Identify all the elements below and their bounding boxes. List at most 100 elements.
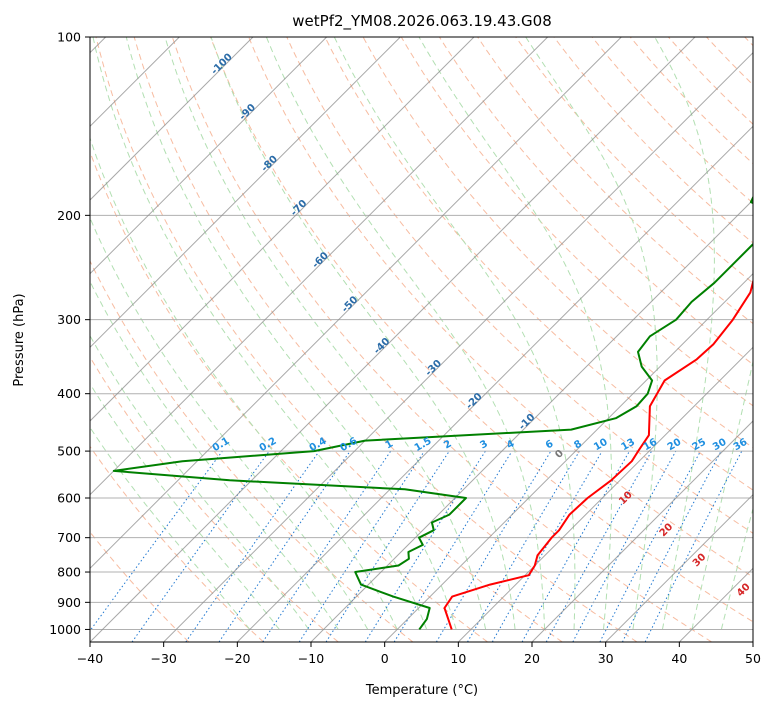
- y-tick-label: 300: [57, 312, 81, 327]
- dry-adiabat-label: -80: [259, 154, 280, 175]
- dry-adiabat-label: -50: [340, 294, 361, 315]
- moist-adiabat: [90, 382, 280, 630]
- mixing-ratio-label: 3: [478, 438, 490, 451]
- dry-adiabat: [668, 37, 753, 125]
- dry-adiabat: [90, 356, 339, 642]
- dry-adiabat: [90, 150, 488, 642]
- x-tick-label: 40: [671, 651, 687, 666]
- moist-adiabat: [654, 37, 715, 630]
- dry-adiabat: [171, 37, 712, 642]
- mixing-ratio-line: [545, 450, 653, 642]
- dry-adiabat: [90, 531, 190, 642]
- y-tick-label: 700: [57, 530, 81, 545]
- x-tick-label: −10: [298, 651, 324, 666]
- moist-adiabat: [525, 37, 658, 630]
- isotherm-line: [752, 641, 753, 642]
- dry-adiabat-label: -30: [423, 358, 444, 379]
- y-tick-label: 100: [57, 30, 81, 45]
- moist-adiabat-label: 20: [658, 521, 676, 539]
- moist-adiabat-label: 10: [617, 489, 635, 507]
- moist-adiabat: [720, 507, 753, 630]
- x-tick-label: −40: [77, 651, 103, 666]
- isotherm-line: [90, 37, 696, 642]
- moist-adiabat: [691, 358, 753, 630]
- x-tick-label: 30: [598, 651, 614, 666]
- moist-adiabat: [164, 37, 487, 630]
- mixing-ratio-line: [325, 450, 450, 642]
- x-tick-label: −30: [150, 651, 176, 666]
- mixing-ratio-label: 8: [572, 438, 584, 451]
- y-tick-label: 1000: [49, 622, 81, 637]
- x-axis-label: Temperature (°C): [365, 683, 478, 698]
- isotherm-line: [90, 37, 622, 570]
- mixing-ratio-label: 6: [544, 438, 556, 451]
- x-tick-label: 50: [745, 651, 761, 666]
- plot-area: -100-90-80-70-60-50-40-30-20-100.1 0.2 0.4…: [90, 37, 753, 642]
- dry-adiabat-label: -100: [209, 52, 235, 78]
- isotherm-line: [605, 493, 753, 642]
- moist-adiabat: [90, 426, 251, 630]
- dry-adiabat: [90, 445, 264, 642]
- moist-adiabat: [333, 37, 576, 630]
- dry-adiabat: [210, 37, 753, 623]
- mixing-ratio-line: [599, 450, 701, 642]
- chart-title: wetPf2_YM08.2026.063.19.43.G08: [292, 12, 551, 31]
- x-tick-label: 20: [524, 651, 540, 666]
- y-tick-label: 600: [57, 491, 81, 506]
- y-tick-label: 200: [57, 208, 81, 223]
- mixing-ratio-line: [90, 450, 223, 632]
- mixing-ratio-line: [393, 450, 513, 642]
- isotherm-line: [457, 346, 753, 642]
- y-axis-label: Pressure (hPa): [12, 293, 27, 386]
- temperature-trace: [443, 278, 753, 630]
- moist-adiabat: [90, 136, 398, 630]
- dry-adiabat: [744, 37, 753, 47]
- mixing-ratio-line: [262, 450, 392, 642]
- isotherm-line: [90, 37, 401, 349]
- dry-adiabat-label: -40: [372, 336, 393, 357]
- dry-adiabat: [286, 37, 753, 534]
- mixing-ratio-label: 2: [442, 438, 454, 451]
- moist-adiabat: [265, 37, 546, 630]
- moist-adiabat: [90, 280, 339, 630]
- isotherm-line: [384, 272, 753, 642]
- y-axis: 100 200 300 400 500 600 700 800 900 1000: [49, 30, 90, 637]
- dry-adiabat: [248, 37, 753, 578]
- x-tick-label: 0: [381, 651, 389, 666]
- dewpoint-trace: [112, 195, 753, 630]
- mixing-ratio-label: 4: [505, 438, 517, 451]
- x-tick-label: −20: [224, 651, 250, 666]
- moist-adiabat: [418, 37, 613, 630]
- dry-adiabat-label: -10: [517, 412, 538, 433]
- isotherm-line: [163, 51, 753, 642]
- isotherm-line: [236, 125, 753, 642]
- dry-adiabat: [591, 37, 753, 204]
- isotherm-line: [310, 199, 753, 642]
- dry-adiabat-label: -90: [237, 102, 258, 123]
- dry-adiabat: [324, 37, 753, 491]
- mixing-ratio-line: [644, 450, 743, 642]
- y-tick-label: 800: [57, 565, 81, 580]
- moist-adiabat: [92, 37, 428, 630]
- dry-adiabat: [95, 37, 563, 642]
- isotherm-line: [678, 567, 753, 642]
- mixing-ratio-line: [131, 450, 270, 642]
- mixing-ratio-line: [364, 450, 486, 642]
- dry-adiabat: [477, 37, 753, 325]
- dry-adiabat: [90, 259, 414, 642]
- moist-adiabat: [125, 37, 457, 630]
- moist-adiabat: [90, 334, 310, 630]
- dry-adiabat-label: -20: [464, 391, 485, 412]
- x-tick-label: 10: [450, 651, 466, 666]
- mixing-ratio-line: [298, 450, 425, 642]
- dry-adiabat: [515, 37, 753, 284]
- y-tick-label: 400: [57, 386, 81, 401]
- moist-adiabat: [90, 216, 369, 630]
- mixing-ratio-line: [521, 450, 630, 642]
- y-tick-label: 900: [57, 595, 81, 610]
- dry-adiabat-label: -60: [310, 250, 331, 271]
- mixing-ratio-label: 1: [384, 438, 396, 451]
- isotherm-line: [90, 37, 254, 201]
- y-tick-label: 500: [57, 444, 81, 459]
